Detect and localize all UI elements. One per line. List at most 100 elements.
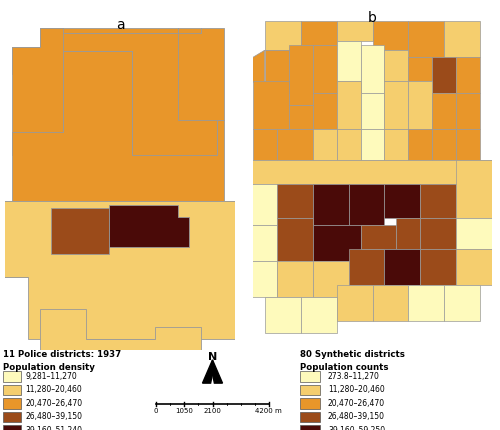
Polygon shape — [312, 46, 336, 93]
Polygon shape — [444, 285, 480, 321]
Text: 39,160–59,250: 39,160–59,250 — [328, 426, 385, 430]
Polygon shape — [456, 58, 480, 93]
Polygon shape — [384, 50, 408, 81]
Polygon shape — [240, 160, 500, 184]
Polygon shape — [264, 22, 300, 50]
Polygon shape — [178, 28, 224, 120]
Polygon shape — [360, 93, 384, 129]
Polygon shape — [288, 105, 312, 129]
Polygon shape — [396, 218, 420, 249]
Bar — [3, 371, 21, 382]
Polygon shape — [240, 184, 276, 225]
Polygon shape — [288, 46, 312, 105]
Text: 2100: 2100 — [204, 408, 222, 414]
Bar — [3, 412, 21, 422]
Polygon shape — [240, 225, 276, 261]
Polygon shape — [12, 51, 224, 201]
Text: b: b — [368, 11, 377, 25]
Bar — [300, 398, 320, 409]
Polygon shape — [408, 58, 432, 81]
Polygon shape — [312, 261, 348, 297]
Polygon shape — [108, 205, 189, 247]
Polygon shape — [348, 249, 384, 285]
Polygon shape — [336, 22, 372, 41]
Polygon shape — [40, 309, 200, 350]
Text: 11 Police districts: 1937: 11 Police districts: 1937 — [3, 350, 122, 359]
Text: 20,470–26,470: 20,470–26,470 — [328, 399, 385, 408]
Polygon shape — [252, 50, 264, 93]
Polygon shape — [264, 50, 288, 93]
Text: 11,280–20,460: 11,280–20,460 — [328, 385, 385, 394]
Polygon shape — [240, 261, 276, 297]
Polygon shape — [372, 22, 408, 50]
Text: 26,480–39,150: 26,480–39,150 — [328, 412, 385, 421]
Polygon shape — [0, 201, 246, 339]
Polygon shape — [384, 81, 408, 129]
Text: 1050: 1050 — [176, 408, 194, 414]
Bar — [300, 412, 320, 422]
Polygon shape — [372, 285, 408, 321]
Polygon shape — [384, 129, 408, 160]
Polygon shape — [300, 22, 336, 46]
Polygon shape — [384, 184, 420, 218]
Polygon shape — [456, 249, 500, 285]
Polygon shape — [360, 129, 384, 160]
Polygon shape — [276, 261, 312, 297]
Polygon shape — [336, 129, 360, 160]
Text: N: N — [208, 352, 217, 362]
Polygon shape — [420, 184, 456, 218]
Polygon shape — [276, 129, 312, 160]
Text: 20,470–26,470: 20,470–26,470 — [26, 399, 82, 408]
Text: a: a — [116, 18, 124, 32]
Polygon shape — [336, 81, 360, 129]
Polygon shape — [384, 249, 420, 285]
Text: 11,280–20,460: 11,280–20,460 — [26, 385, 82, 394]
Polygon shape — [0, 201, 246, 276]
Text: 39,160–51,240: 39,160–51,240 — [26, 426, 82, 430]
Polygon shape — [360, 225, 396, 249]
Text: 80 Synthetic districts: 80 Synthetic districts — [300, 350, 405, 359]
Polygon shape — [276, 184, 312, 218]
Polygon shape — [276, 218, 312, 261]
Bar — [3, 398, 21, 409]
Polygon shape — [432, 58, 456, 93]
Polygon shape — [51, 208, 108, 254]
Text: 0: 0 — [154, 408, 158, 414]
Polygon shape — [432, 129, 456, 160]
Text: 9,281–11,270: 9,281–11,270 — [26, 372, 78, 381]
Polygon shape — [408, 22, 444, 58]
Polygon shape — [456, 160, 500, 218]
Polygon shape — [212, 360, 222, 383]
Polygon shape — [62, 51, 132, 169]
Polygon shape — [408, 285, 444, 321]
Polygon shape — [312, 129, 336, 160]
Polygon shape — [360, 46, 384, 93]
Text: 273.8–11,270: 273.8–11,270 — [328, 372, 380, 381]
Bar — [3, 425, 21, 430]
Text: Population counts: Population counts — [300, 363, 388, 372]
Polygon shape — [408, 129, 432, 160]
Text: 4200 m: 4200 m — [256, 408, 282, 414]
Polygon shape — [312, 184, 348, 225]
Polygon shape — [348, 184, 384, 225]
Bar — [300, 371, 320, 382]
Polygon shape — [264, 297, 300, 333]
Polygon shape — [432, 93, 456, 129]
Polygon shape — [12, 28, 62, 155]
Polygon shape — [252, 81, 288, 129]
Polygon shape — [12, 28, 216, 201]
Polygon shape — [202, 360, 212, 383]
Text: Population density: Population density — [3, 363, 95, 372]
Polygon shape — [456, 218, 500, 249]
Polygon shape — [336, 41, 360, 81]
Polygon shape — [408, 81, 432, 129]
Bar — [300, 385, 320, 395]
Polygon shape — [456, 129, 480, 160]
Polygon shape — [62, 28, 178, 33]
Polygon shape — [420, 218, 456, 249]
Polygon shape — [312, 225, 360, 261]
Polygon shape — [336, 285, 372, 321]
Polygon shape — [252, 129, 276, 160]
Bar — [3, 385, 21, 395]
Polygon shape — [420, 249, 456, 285]
